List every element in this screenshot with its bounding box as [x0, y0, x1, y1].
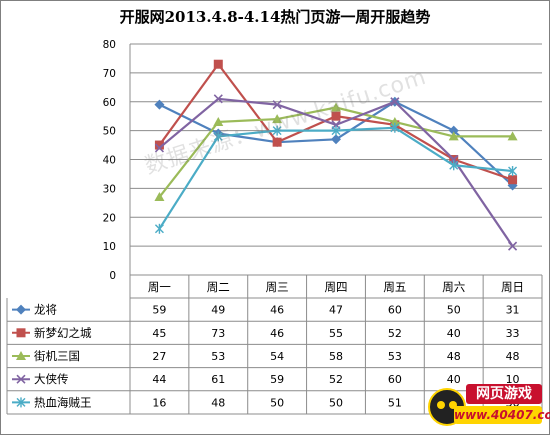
chart-title: 开服网2013.4.8-4.14热门页游一周开服趋势: [119, 8, 431, 26]
data-label: 47: [329, 304, 343, 317]
data-label: 33: [506, 327, 520, 340]
data-point: [390, 97, 400, 107]
data-label: 48: [211, 396, 225, 409]
data-label: 54: [270, 350, 284, 363]
data-point: [154, 140, 164, 150]
x-tick-label: 周四: [325, 280, 348, 294]
data-label: 53: [388, 350, 402, 363]
data-label: 60: [388, 304, 402, 317]
data-label: 55: [329, 327, 343, 340]
data-point: [154, 192, 165, 202]
y-tick-label: 10: [103, 241, 116, 253]
x-tick-label: 周日: [501, 280, 524, 294]
data-point: [272, 114, 283, 124]
data-label: 49: [211, 304, 225, 317]
series-line: [158, 97, 514, 247]
x-tick-label: 周一: [148, 280, 171, 294]
y-tick-label: 30: [103, 183, 116, 195]
data-point: [508, 241, 518, 251]
data-label: 48: [447, 350, 461, 363]
x-tick-label: 周五: [383, 280, 406, 294]
logo-text: 网页游戏: [466, 384, 542, 404]
data-point: [272, 137, 282, 147]
data-label: 73: [211, 327, 225, 340]
x-tick-label: 周六: [442, 280, 465, 294]
data-label: 27: [152, 350, 166, 363]
data-label: 31: [506, 304, 520, 317]
y-tick-label: 50: [103, 126, 116, 138]
data-point: [213, 59, 223, 69]
series-line: [158, 62, 513, 181]
data-point: [449, 160, 459, 171]
legend-key-marker: [16, 374, 26, 384]
data-point: [331, 134, 341, 145]
data-label: 46: [270, 304, 284, 317]
data-label: 61: [211, 373, 225, 386]
data-point: [154, 99, 165, 110]
y-tick-label: 60: [103, 97, 116, 109]
data-point: [154, 223, 164, 234]
data-point: [213, 116, 224, 126]
data-label: 46: [270, 327, 284, 340]
data-point: [213, 131, 223, 142]
data-point: [272, 125, 282, 136]
data-label: 40: [447, 327, 461, 340]
legend-label: 新梦幻之城: [34, 326, 92, 340]
data-label: 44: [152, 373, 166, 386]
data-label: 51: [388, 396, 402, 409]
data-point: [508, 175, 518, 185]
data-label: 58: [329, 350, 343, 363]
site-logo: 网页游戏 www.40407.com: [426, 382, 550, 428]
data-label: 45: [152, 327, 166, 340]
data-point: [448, 125, 459, 136]
y-tick-label: 0: [109, 270, 116, 282]
data-label: 59: [152, 304, 166, 317]
data-point: [390, 122, 400, 133]
data-point: [213, 94, 223, 104]
legend-label: 热血海贼王: [34, 395, 92, 409]
data-point: [272, 100, 282, 110]
legend-key-marker: [16, 351, 26, 360]
data-label: 50: [447, 304, 461, 317]
legend-key-marker: [16, 304, 26, 315]
data-point: [154, 143, 164, 153]
data-label: 50: [270, 396, 284, 409]
data-point: [448, 131, 459, 141]
legend-key-marker: [16, 397, 26, 408]
data-label: 40: [447, 373, 461, 386]
legend-key-marker: [16, 328, 26, 338]
data-point: [331, 102, 341, 112]
data-point: [507, 131, 518, 141]
data-point: [389, 116, 400, 126]
y-tick-label: 20: [103, 212, 116, 224]
legend-label: 龙将: [34, 303, 57, 317]
x-tick-label: 周三: [266, 280, 289, 294]
data-point: [331, 111, 341, 121]
y-tick-label: 80: [103, 39, 116, 51]
legend-label: 街机三国: [34, 349, 80, 363]
y-tick-label: 70: [103, 68, 116, 80]
y-tick-label: 40: [103, 155, 116, 167]
data-label: 52: [388, 327, 402, 340]
logo-url: www.40407.com: [454, 406, 550, 424]
x-tick-label: 周二: [207, 280, 230, 294]
legend-label: 大侠传: [34, 372, 69, 386]
data-label: 16: [152, 396, 166, 409]
data-label: 48: [506, 350, 520, 363]
data-label: 60: [388, 373, 402, 386]
data-label: 50: [329, 396, 343, 409]
data-label: 53: [211, 350, 225, 363]
data-label: 52: [329, 373, 343, 386]
data-label: 59: [270, 373, 284, 386]
data-point: [331, 125, 341, 136]
data-label: 10: [506, 373, 520, 386]
data-point: [508, 166, 518, 177]
